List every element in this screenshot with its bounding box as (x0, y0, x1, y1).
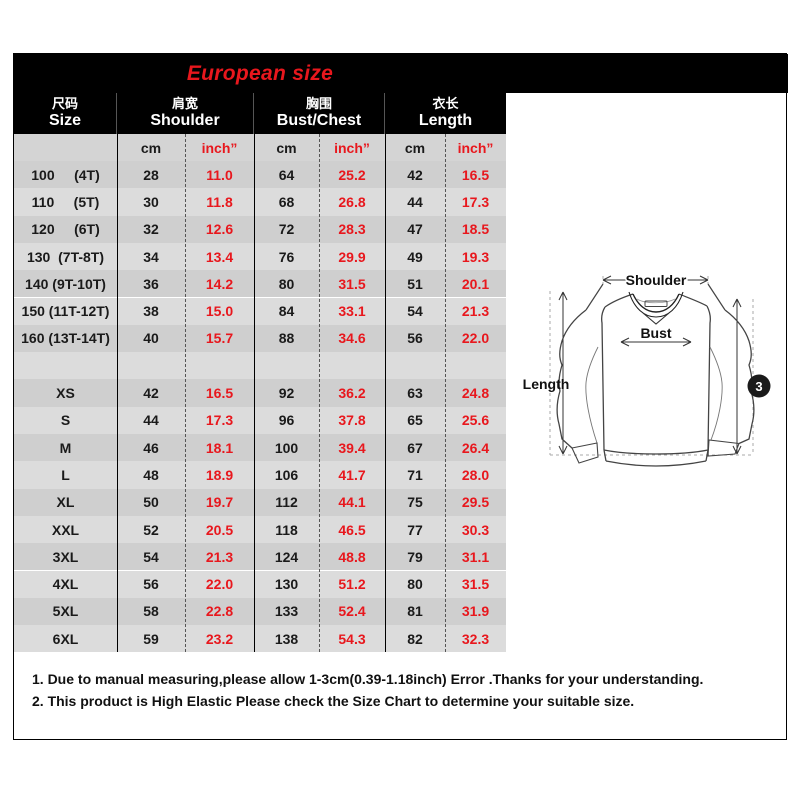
svg-text:Length: Length (523, 376, 570, 392)
svg-text:3: 3 (755, 379, 762, 394)
svg-text:Shoulder: Shoulder (626, 272, 687, 288)
svg-text:Bust: Bust (640, 325, 671, 341)
